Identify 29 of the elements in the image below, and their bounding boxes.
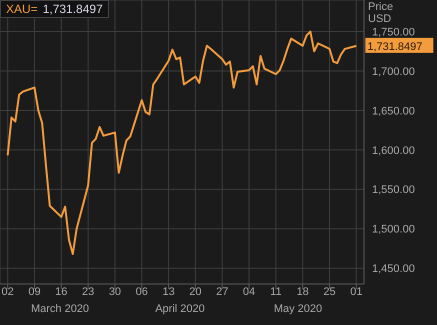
y-tick-label: 1,550.00 — [372, 184, 415, 196]
data-label: 1,731.8497 — [367, 40, 422, 53]
x-tick-label: 30 — [108, 286, 122, 298]
line-series — [6, 30, 358, 256]
x-tick-label: 02 — [2, 286, 14, 298]
x-tick-label: 11 — [270, 286, 282, 298]
x-tick-label: 18 — [296, 286, 309, 298]
x-tick-label: 04 — [242, 286, 256, 298]
y-tick-label: 1,600.00 — [372, 144, 415, 157]
y-tick-label: 1,700.00 — [372, 66, 415, 78]
text: March 2020 — [30, 303, 90, 315]
x-tick-label: 06 — [136, 286, 148, 298]
y-tick-label: 1,650.00 — [372, 105, 415, 118]
x-tick-label: 01 — [350, 286, 362, 298]
x-tick-label: 23 — [82, 286, 94, 298]
annotation: 1,731.8497 — [42, 2, 103, 16]
y-tick-label: 1,500.00 — [372, 224, 415, 236]
y-tick-label: 1,450.00 — [372, 263, 415, 276]
x-tick-label: 27 — [216, 286, 228, 298]
x-tick-label: 25 — [323, 286, 336, 298]
x-tick-label: 20 — [189, 286, 202, 298]
x-tick-label: 09 — [28, 286, 41, 298]
y-tick-label: 1,750.00 — [372, 26, 415, 38]
y-axis-title: Price USD — [368, 1, 394, 25]
text: May 2020 — [272, 303, 324, 315]
chart-title: XAU= — [6, 2, 38, 16]
x-tick-label: 16 — [55, 286, 68, 298]
x-tick-label: 13 — [162, 286, 175, 298]
text: April 2020 — [154, 303, 206, 315]
